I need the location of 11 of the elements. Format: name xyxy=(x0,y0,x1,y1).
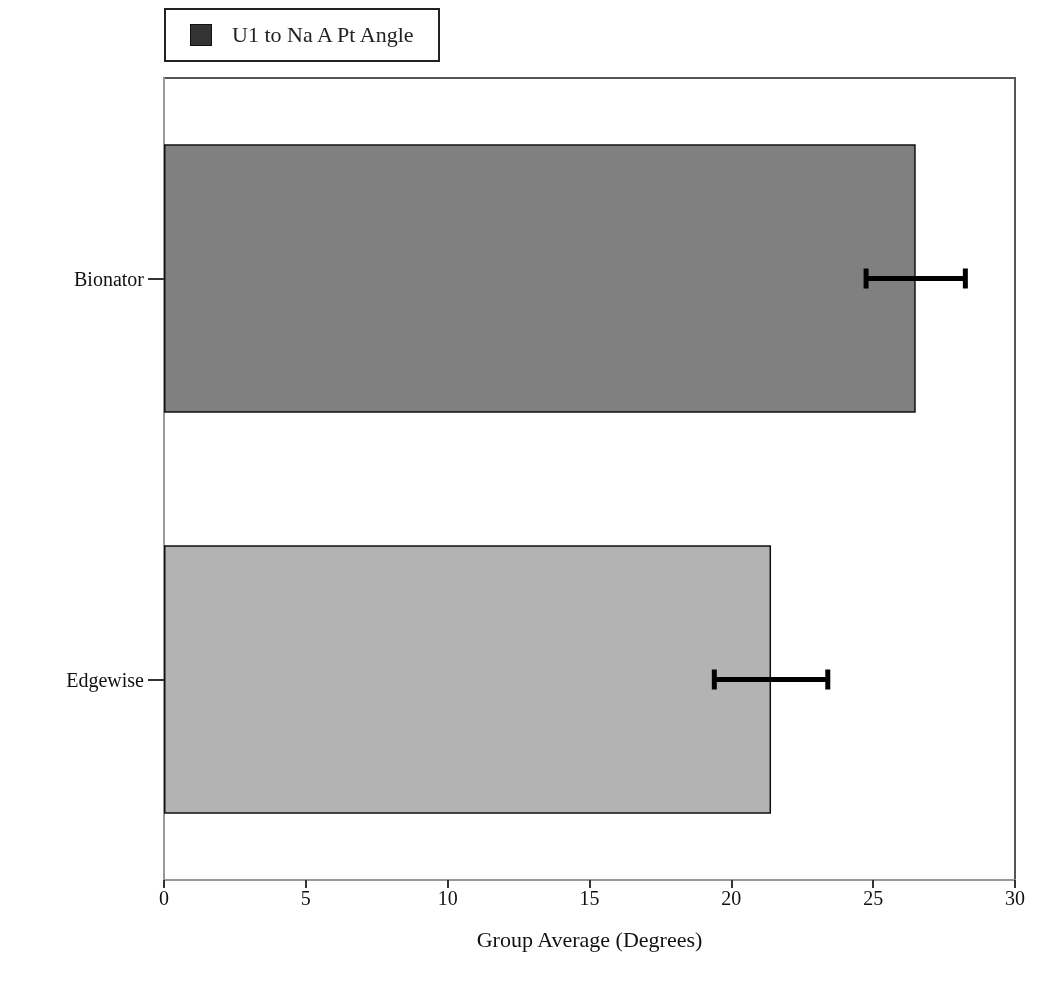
x-tick-label: 20 xyxy=(721,887,742,909)
x-tick-label: 15 xyxy=(579,887,600,909)
text: U1 to Na A Pt Angle xyxy=(232,22,414,48)
x-tick-label: 0 xyxy=(159,887,169,909)
x-tick-label: 30 xyxy=(1005,887,1025,909)
x-axis-title: Group Average (Degrees) xyxy=(476,926,703,952)
x-tick-label: 5 xyxy=(300,887,311,909)
y-tick-label: Bionator xyxy=(74,267,145,290)
x-tick-label: 25 xyxy=(863,887,884,909)
y-tick-label: Edgewise xyxy=(66,668,145,692)
x-tick-label: 10 xyxy=(437,887,458,909)
